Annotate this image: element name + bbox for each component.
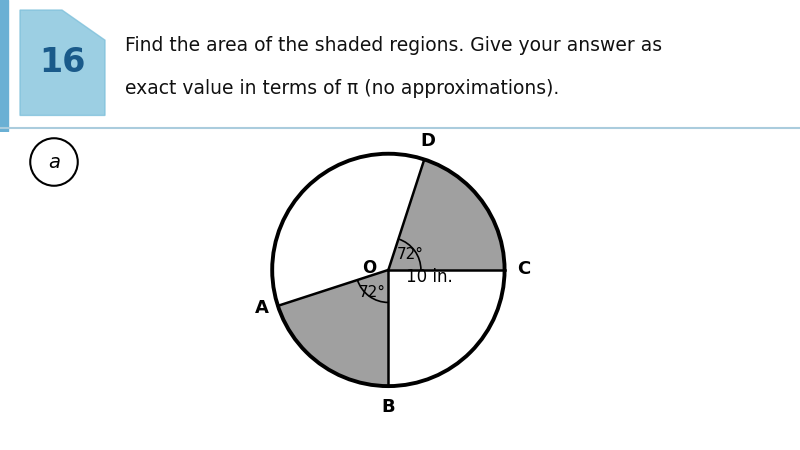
Text: 72°: 72° <box>397 247 423 262</box>
Text: D: D <box>420 132 435 150</box>
Polygon shape <box>20 10 105 116</box>
Text: O: O <box>362 259 377 277</box>
Text: 16: 16 <box>39 46 85 79</box>
Text: A: A <box>254 299 269 317</box>
Text: exact value in terms of π (no approximations).: exact value in terms of π (no approximat… <box>125 79 559 98</box>
Text: 72°: 72° <box>358 285 386 300</box>
Text: B: B <box>382 398 395 416</box>
Polygon shape <box>278 270 388 386</box>
Text: a: a <box>48 153 60 171</box>
Text: 10 in.: 10 in. <box>406 268 453 286</box>
Text: C: C <box>518 260 530 278</box>
Polygon shape <box>388 159 505 270</box>
Text: Find the area of the shaded regions. Give your answer as: Find the area of the shaded regions. Giv… <box>125 36 662 54</box>
